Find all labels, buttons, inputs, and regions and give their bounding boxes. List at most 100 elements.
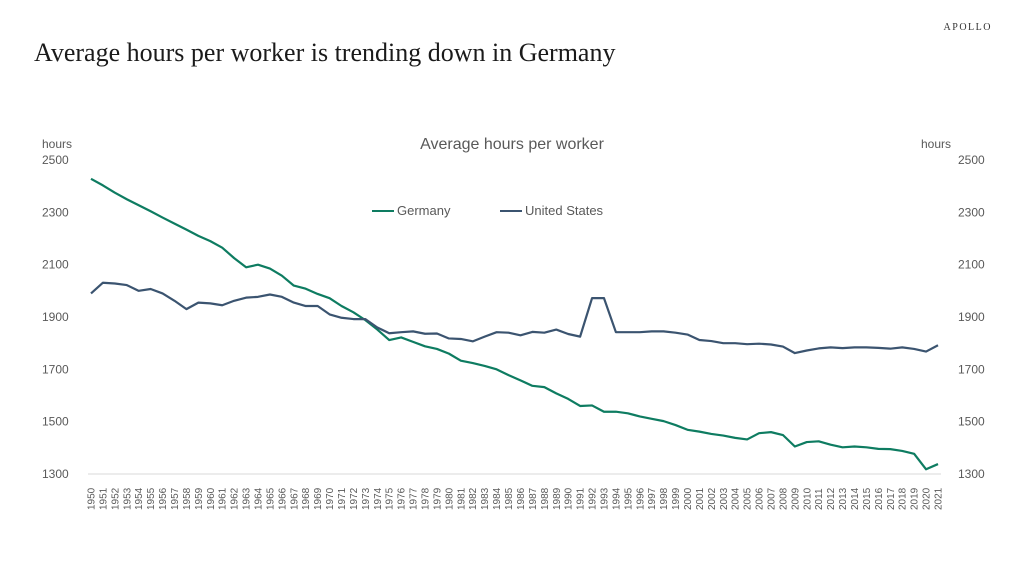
x-tick-label: 1974 [373,487,384,510]
x-tick-label: 1967 [289,487,300,510]
x-tick-label: 1997 [647,487,658,510]
x-tick-label: 1955 [146,487,157,510]
x-tick-label: 2015 [862,487,873,510]
chart-title: Average hours per worker [420,136,604,153]
x-tick-label: 2018 [898,487,909,510]
x-tick-label: 1973 [361,487,372,510]
x-tick-label: 1989 [552,487,563,510]
x-tick-label: 1983 [480,487,491,510]
y-tick-label-left: 1700 [42,362,69,376]
x-tick-label: 2009 [790,487,801,510]
x-tick-label: 1993 [599,487,610,510]
x-tick-label: 1979 [432,487,443,510]
x-tick-label: 2004 [731,487,742,510]
x-tick-label: 1999 [671,487,682,510]
y-tick-label-right: 2300 [958,205,985,219]
x-tick-label: 1965 [265,487,276,510]
x-tick-label: 1972 [349,487,360,510]
x-tick-label: 1962 [230,487,241,510]
x-tick-label: 2000 [683,487,694,510]
x-tick-label: 1958 [182,487,193,510]
x-tick-label: 1951 [98,487,109,510]
x-tick-label: 2003 [719,487,730,510]
x-tick-label: 1987 [528,487,539,510]
x-tick-label: 2005 [743,487,754,510]
x-tick-label: 1970 [325,487,336,510]
x-tick-label: 2008 [778,487,789,510]
y-tick-label-right: 1500 [958,415,985,429]
x-tick-label: 1988 [540,487,551,510]
x-tick-label: 1975 [385,487,396,510]
x-tick-label: 1959 [194,487,205,510]
x-tick-label: 1985 [504,487,515,510]
x-tick-label: 1957 [170,487,181,510]
x-tick-label: 1990 [564,487,575,510]
x-tick-label: 1960 [206,487,217,510]
y-tick-label-left: 2100 [42,258,69,272]
legend-item-germany: Germany [372,203,450,218]
x-tick-label: 1991 [576,487,587,510]
y-tick-label-right: 1700 [958,362,985,376]
x-tick-label: 1986 [516,487,527,510]
x-tick-label: 2013 [838,487,849,510]
y-tick-label-left: 2300 [42,205,69,219]
x-tick-label: 2014 [850,487,861,510]
legend-swatch-germany [372,209,394,212]
x-tick-label: 1996 [635,487,646,510]
x-tick-label: 1952 [110,487,121,510]
x-tick-label: 2019 [910,487,921,510]
y-tick-label-left: 1500 [42,415,69,429]
x-tick-label: 1982 [468,487,479,510]
x-tick-label: 1992 [588,487,599,510]
y-tick-label-left: 1900 [42,310,69,324]
x-tick-label: 2006 [755,487,766,510]
x-tick-label: 1969 [313,487,324,510]
x-tick-label: 2011 [814,488,825,510]
x-tick-label: 1956 [158,487,169,510]
legend-label-germany: Germany [397,203,451,218]
x-tick-label: 1980 [444,487,455,510]
x-tick-label: 1984 [492,487,503,510]
x-tick-label: 1953 [122,487,133,510]
x-tick-label: 1971 [337,487,348,510]
legend-swatch-united-states [500,209,522,212]
y-tick-label-right: 2100 [958,258,985,272]
x-tick-label: 1954 [134,487,145,510]
legend-item-united-states: United States [500,203,603,218]
page-headline: Average hours per worker is trending dow… [34,38,616,67]
x-tick-label: 2021 [934,487,945,510]
x-tick-label: 2012 [826,487,837,510]
x-tick-label: 2001 [695,487,706,510]
x-tick-label: 1968 [301,487,312,510]
x-tick-label: 1963 [242,487,253,510]
y-tick-label-left: 2500 [42,153,69,167]
x-tick-label: 1966 [277,487,288,510]
y-tick-label-left: 1300 [42,467,69,481]
x-tick-label: 2020 [922,487,933,510]
x-tick-label: 2017 [886,487,897,510]
x-tick-label: 1978 [421,487,432,510]
x-tick-label: 1961 [218,487,229,510]
x-tick-label: 1950 [87,487,98,510]
y-tick-label-right: 2500 [958,153,985,167]
brand-logo: APOLLO [943,22,992,33]
x-tick-label: 2007 [766,487,777,510]
x-tick-label: 2016 [874,487,885,510]
x-tick-label: 1976 [397,487,408,510]
x-tick-label: 1998 [659,487,670,510]
y-axis-label-right: hours [921,137,952,151]
x-tick-label: 1995 [623,487,634,510]
series-line-germany [90,177,939,471]
x-tick-label: 1994 [611,487,622,510]
legend-label-united-states: United States [525,203,604,218]
x-tick-label: 1981 [456,487,467,510]
x-tick-label: 2010 [802,487,813,510]
y-tick-label-right: 1300 [958,467,985,481]
y-axis-label-left: hours [42,137,73,151]
x-tick-label: 1977 [409,487,420,510]
series-line-united-states [90,281,939,355]
y-tick-label-right: 1900 [958,310,985,324]
x-tick-label: 2002 [707,487,718,510]
x-tick-label: 1964 [254,487,265,510]
